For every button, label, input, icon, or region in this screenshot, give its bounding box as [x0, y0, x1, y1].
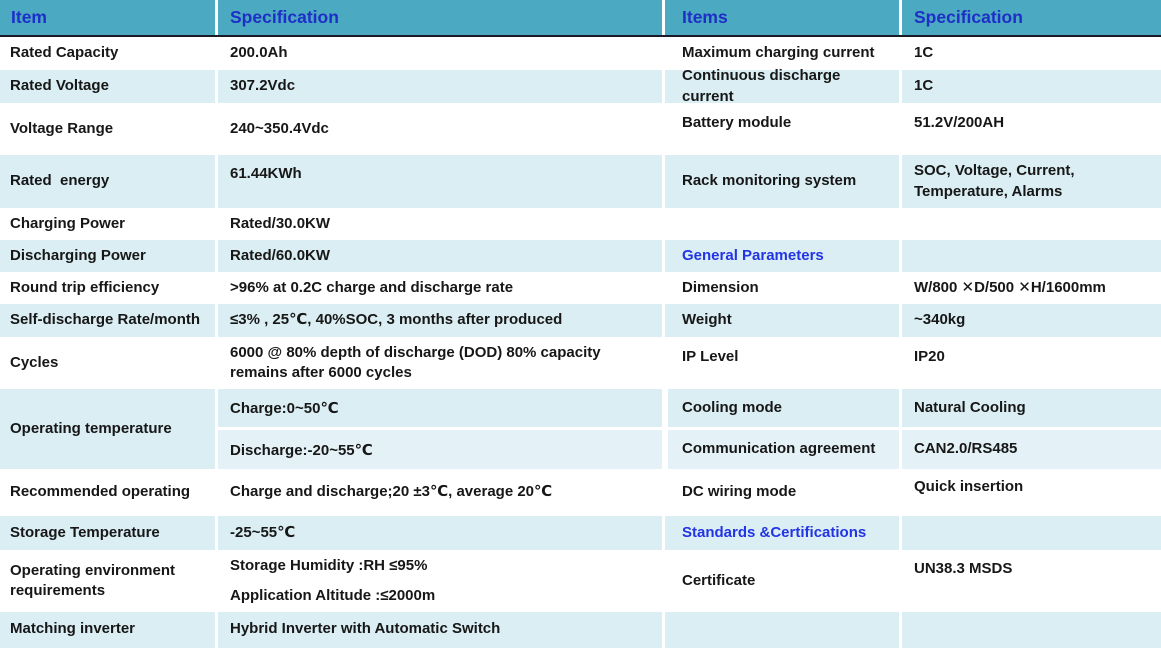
spec-cell-discharge: Discharge:-20~55℃ [218, 427, 662, 469]
item-cell: DC wiring mode [668, 469, 902, 516]
item-cell: Storage Temperature [0, 516, 218, 550]
section-header-cell: Standards &Certifications [668, 516, 902, 550]
table-row: Recommended operating Charge and dischar… [0, 469, 668, 516]
item-cell: Round trip efficiency [0, 272, 218, 304]
spec-cell: Quick insertion [902, 469, 1158, 516]
table-row: Communication agreement CAN2.0/RS485 [668, 427, 1161, 469]
item-cell: Rated Voltage [0, 70, 218, 103]
item-cell: Recommended operating [0, 469, 218, 516]
table-row: Maximum charging current 1C [668, 37, 1161, 70]
item-cell: Operating temperature [0, 389, 218, 469]
table-row: Round trip efficiency >96% at 0.2C charg… [0, 272, 668, 304]
item-cell: Voltage Range [0, 103, 218, 155]
table-row: Weight ~340kg [668, 304, 1161, 337]
spec-cell: Storage Humidity :RH ≤95% Application Al… [218, 550, 665, 612]
item-cell: Certificate [668, 550, 902, 612]
spec-cell: 200.0Ah [218, 37, 665, 70]
item-cell: Rated Capacity [0, 37, 218, 70]
table-row: Cycles 6000 @ 80% depth of discharge (DO… [0, 337, 668, 389]
item-cell: Self-discharge Rate/month [0, 304, 218, 337]
table-row: Discharging Power Rated/60.0KW [0, 240, 668, 272]
spec-cell: Natural Cooling [902, 389, 1158, 427]
right-header-item: Items [668, 0, 902, 35]
table-row: Rack monitoring system SOC, Voltage, Cur… [668, 155, 1161, 208]
spec-cell: Charge and discharge;20 ±3℃, average 20℃ [218, 469, 665, 516]
left-header-item: Item [0, 0, 218, 35]
section-empty-cell [902, 240, 1158, 272]
item-cell: Cooling mode [668, 389, 902, 427]
table-row-operating-temperature: Operating temperature Charge:0~50℃ Disch… [0, 389, 668, 469]
item-cell: Operating environment requirements [0, 550, 218, 612]
item-cell: Communication agreement [668, 430, 902, 469]
spec-cell [902, 208, 1158, 240]
spec-cell: ≤3% , 25℃, 40%SOC, 3 months after produc… [218, 304, 665, 337]
table-row: Matching inverter Hybrid Inverter with A… [0, 612, 668, 648]
spec-cell: Rated/30.0KW [218, 208, 665, 240]
right-spec-table: Items Specification Maximum charging cur… [668, 0, 1161, 648]
item-cell: Dimension [668, 272, 902, 304]
spec-cell: 61.44KWh [218, 155, 665, 208]
right-header-spec: Specification [902, 0, 1158, 35]
item-cell: Rack monitoring system [668, 155, 902, 208]
spec-cell: Hybrid Inverter with Automatic Switch [218, 612, 665, 648]
section-row-general-parameters: General Parameters [668, 240, 1161, 272]
spec-cell: 307.2Vdc [218, 70, 665, 103]
table-row: Storage Temperature -25~55℃ [0, 516, 668, 550]
spec-cell-charge: Charge:0~50℃ [218, 389, 662, 427]
table-row-empty [668, 612, 1161, 648]
spec-cell: 6000 @ 80% depth of discharge (DOD) 80% … [218, 337, 665, 389]
item-cell: IP Level [668, 337, 902, 389]
table-row: Charging Power Rated/30.0KW [0, 208, 668, 240]
table-row: Dimension W/800 ✕D/500 ✕H/1600mm [668, 272, 1161, 304]
table-row: Rated Capacity 200.0Ah [0, 37, 668, 70]
item-cell: Rated energy [0, 155, 218, 208]
item-cell: Matching inverter [0, 612, 218, 648]
table-row: Rated energy 61.44KWh [0, 155, 668, 208]
spec-cell: SOC, Voltage, Current, Temperature, Alar… [902, 155, 1158, 208]
table-row: Rated Voltage 307.2Vdc [0, 70, 668, 103]
item-cell: Cycles [0, 337, 218, 389]
spec-multiline: Storage Humidity :RH ≤95% Application Al… [230, 557, 436, 604]
section-header-cell: General Parameters [668, 240, 902, 272]
item-cell: Discharging Power [0, 240, 218, 272]
table-row: Self-discharge Rate/month ≤3% , 25℃, 40%… [0, 304, 668, 337]
table-row: Voltage Range 240~350.4Vdc [0, 103, 668, 155]
section-row-standards-certifications: Standards &Certifications [668, 516, 1161, 550]
left-spec-table: Item Specification Rated Capacity 200.0A… [0, 0, 668, 648]
item-cell: Weight [668, 304, 902, 337]
table-row: Operating environment requirements Stora… [0, 550, 668, 612]
spec-cell: 51.2V/200AH [902, 103, 1158, 155]
spec-cell: >96% at 0.2C charge and discharge rate [218, 272, 665, 304]
table-row: Battery module 51.2V/200AH [668, 103, 1161, 155]
spec-cell: 240~350.4Vdc [218, 103, 665, 155]
section-empty-cell [902, 516, 1158, 550]
table-row: IP Level IP20 [668, 337, 1161, 389]
spec-cell: -25~55℃ [218, 516, 665, 550]
spec-cell: ~340kg [902, 304, 1158, 337]
spec-cell: CAN2.0/RS485 [902, 430, 1158, 469]
table-row-empty [668, 208, 1161, 240]
spec-cell: 1C [902, 37, 1158, 70]
right-header-row: Items Specification [668, 0, 1161, 37]
item-cell: Continuous discharge current [668, 67, 902, 105]
spec-cell: IP20 [902, 337, 1158, 389]
spec-cell [902, 612, 1158, 648]
table-row: Continuous discharge current 1C [668, 67, 1161, 105]
left-header-spec: Specification [218, 0, 665, 35]
spec-cell: 1C [902, 70, 1158, 103]
item-cell [668, 208, 902, 240]
spec-cell: UN38.3 MSDS [902, 550, 1158, 612]
item-cell: Maximum charging current [668, 37, 902, 70]
spec-cell: W/800 ✕D/500 ✕H/1600mm [902, 272, 1158, 304]
item-cell: Battery module [668, 103, 902, 155]
table-row: Cooling mode Natural Cooling [668, 389, 1161, 427]
item-cell [668, 612, 902, 648]
table-row: DC wiring mode Quick insertion [668, 469, 1161, 516]
item-cell: Charging Power [0, 208, 218, 240]
spec-cell: Rated/60.0KW [218, 240, 665, 272]
left-header-row: Item Specification [0, 0, 668, 37]
table-row: Certificate UN38.3 MSDS [668, 550, 1161, 612]
spec-subcolumn: Charge:0~50℃ Discharge:-20~55℃ [218, 389, 665, 469]
